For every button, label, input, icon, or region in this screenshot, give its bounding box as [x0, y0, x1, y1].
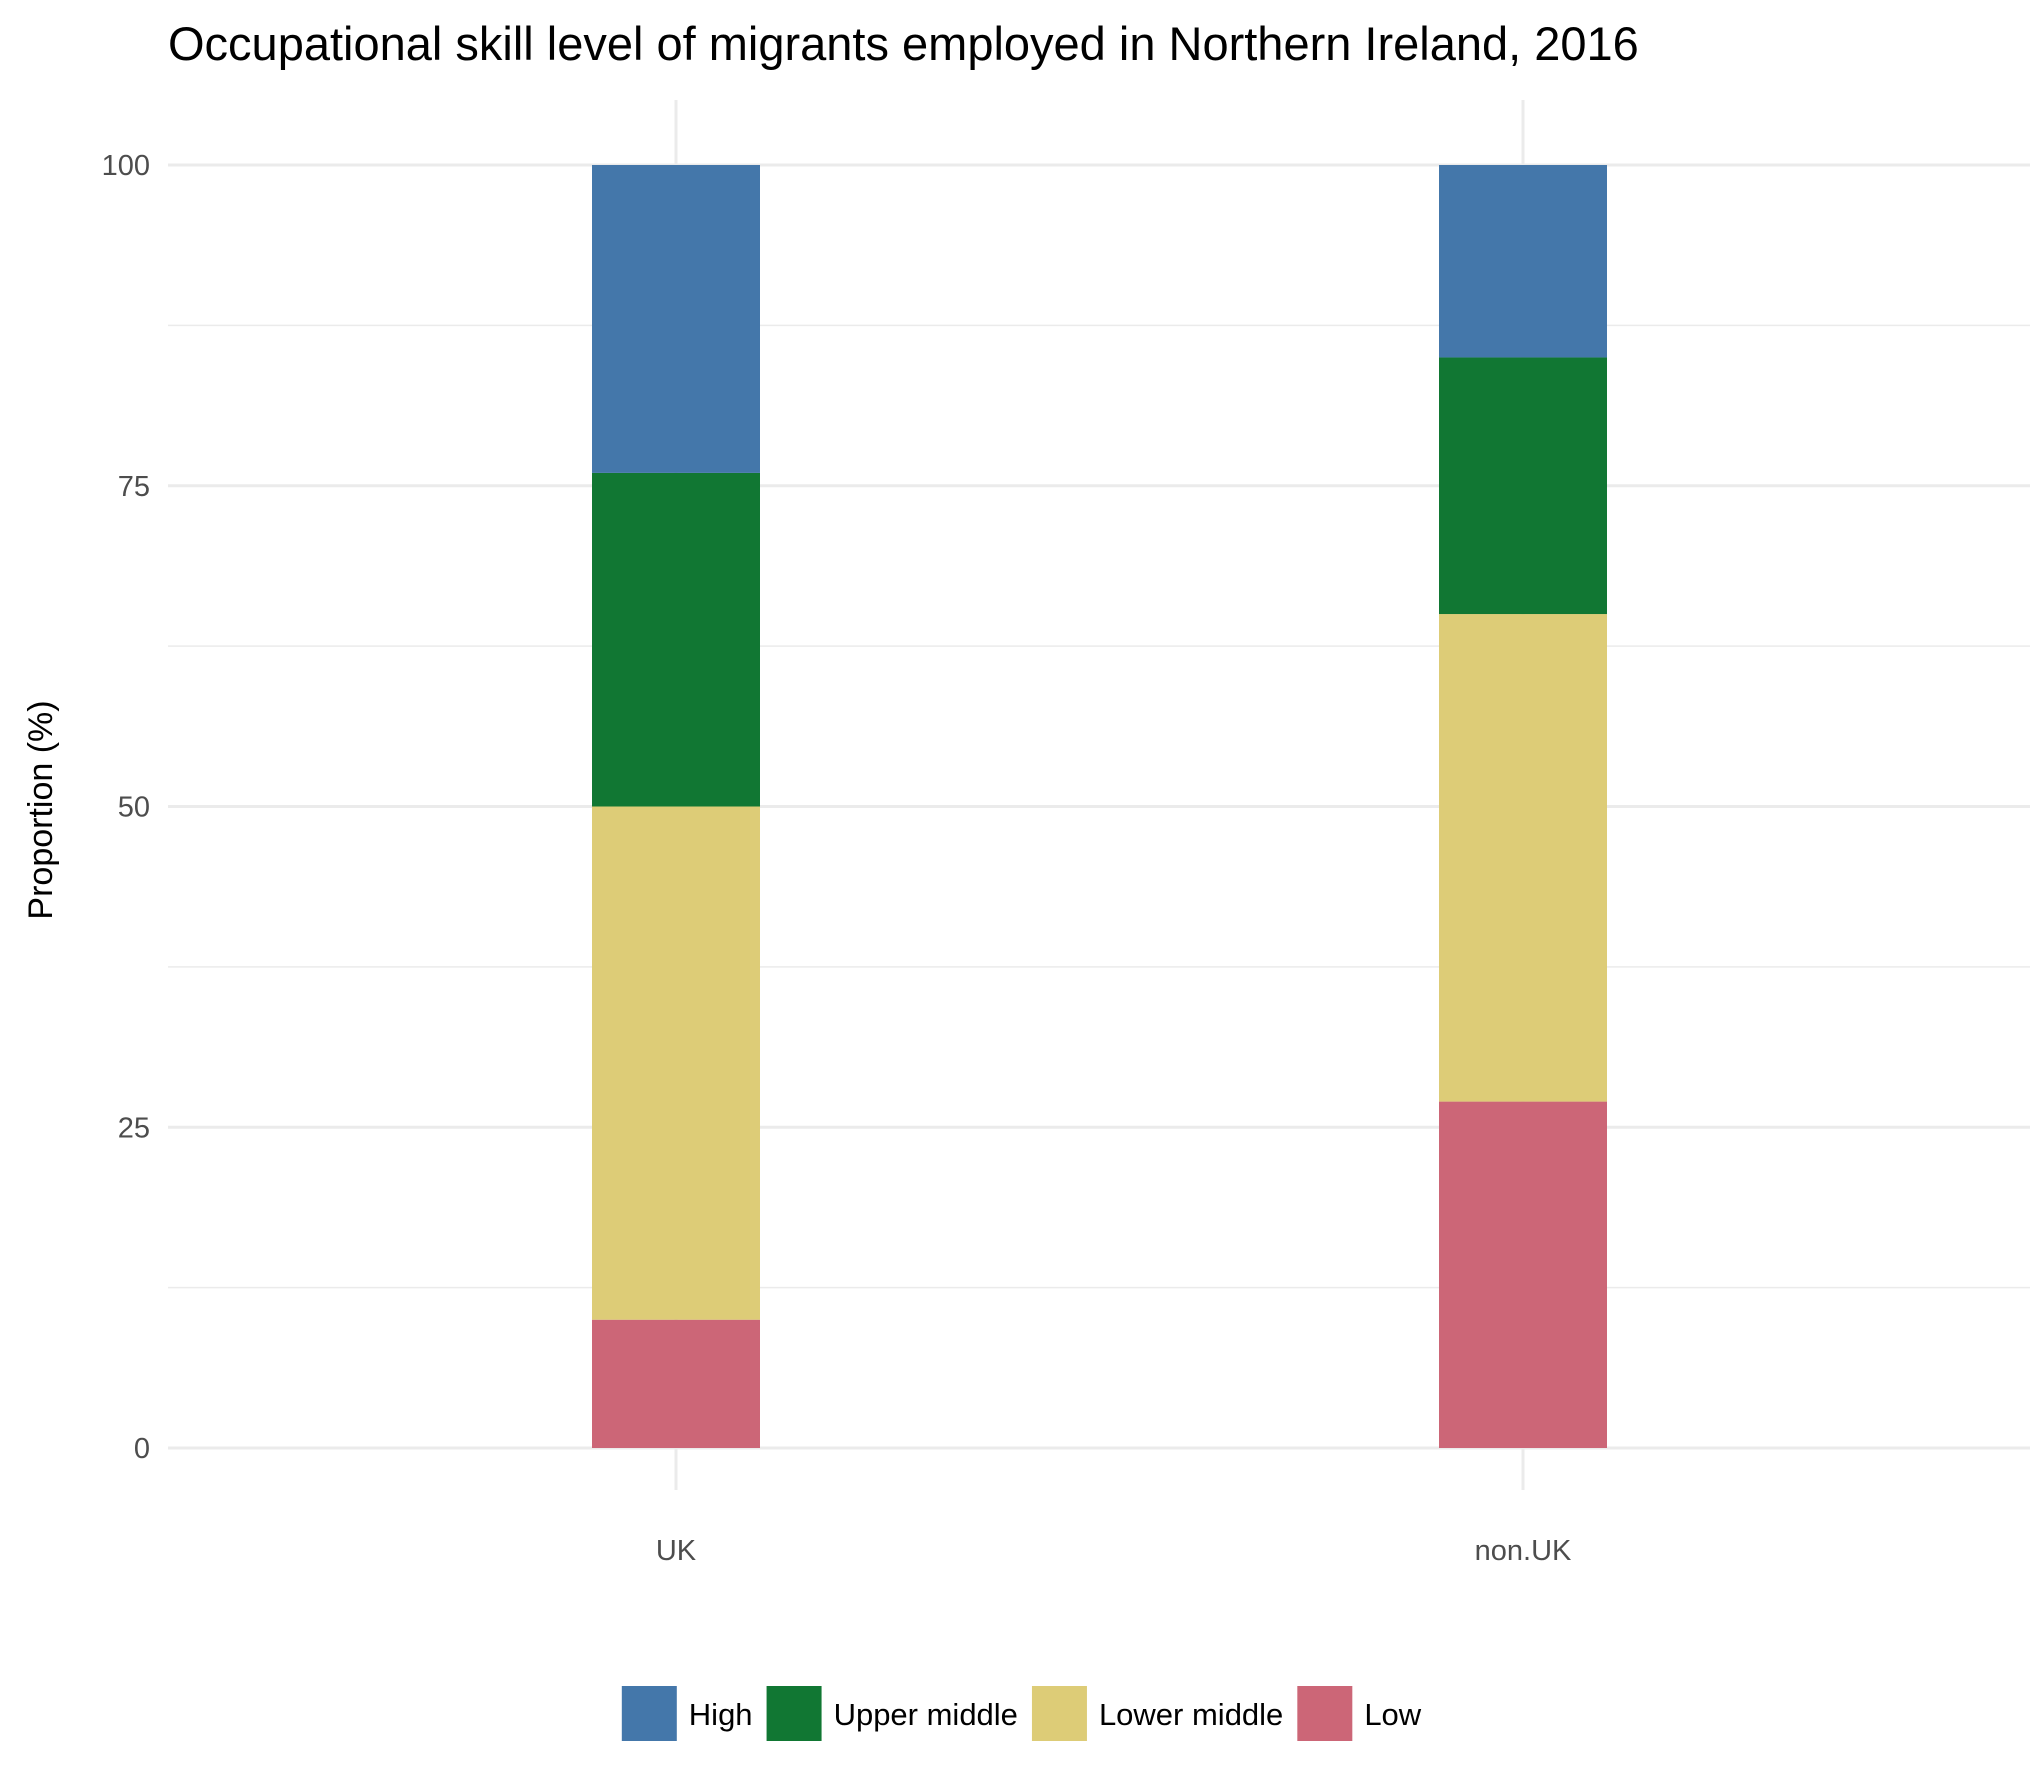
y-tick-label: 75 [118, 471, 150, 503]
bar-segment-lower-middle-uk [592, 806, 760, 1320]
bar-segment-low-non-uk [1439, 1101, 1607, 1448]
y-tick-label: 25 [118, 1112, 150, 1144]
bar-segment-high-uk [592, 165, 760, 473]
grid [168, 100, 2030, 1490]
bar-segment-low-uk [592, 1319, 760, 1448]
y-tick-labels: 0 25 50 75 100 [102, 150, 150, 1465]
y-tick-label: 100 [102, 150, 150, 182]
x-tick-labels: UK non.UK [656, 1535, 1572, 1567]
y-tick-label: 50 [118, 792, 150, 824]
legend-label-high: High [689, 1697, 753, 1732]
legend-label-upper-middle: Upper middle [834, 1697, 1018, 1732]
bar-segment-upper-middle-uk [592, 472, 760, 807]
bar-segment-high-non-uk [1439, 165, 1607, 358]
legend-swatch-upper-middle [766, 1686, 822, 1741]
y-axis-label: Proportion (%) [22, 700, 60, 919]
x-tick-label: non.UK [1475, 1535, 1572, 1567]
legend-swatch-high [621, 1686, 677, 1741]
legend-label-lower-middle: Lower middle [1099, 1697, 1283, 1732]
x-tick-label: UK [656, 1535, 697, 1567]
y-tick-label: 0 [134, 1433, 150, 1465]
chart-title: Occupational skill level of migrants emp… [168, 17, 1639, 70]
legend-label-low: Low [1364, 1697, 1421, 1732]
bar-segment-upper-middle-non-uk [1439, 357, 1607, 615]
legend: High Upper middle Lower middle Low [621, 1686, 1422, 1741]
bar-segment-lower-middle-non-uk [1439, 614, 1607, 1102]
legend-swatch-lower-middle [1031, 1686, 1087, 1741]
bars [592, 165, 1607, 1448]
legend-swatch-low [1297, 1686, 1353, 1741]
